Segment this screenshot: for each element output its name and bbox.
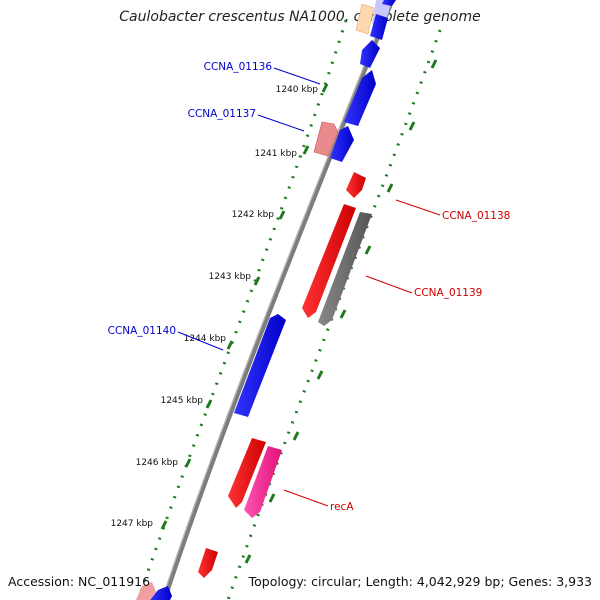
gene-faded-red bbox=[313, 121, 339, 157]
tick-1241 bbox=[302, 145, 310, 155]
genome-title: Caulobacter crescentus NA1000, complete … bbox=[119, 9, 481, 25]
genome-backbone bbox=[161, 0, 395, 600]
genome-backbone-highlight bbox=[161, 0, 391, 600]
gene-ccna-01139 bbox=[302, 204, 356, 318]
gene-recA bbox=[244, 446, 282, 518]
gene-blue-top bbox=[370, 14, 388, 40]
tick-1242 bbox=[278, 210, 286, 220]
tick-1245 bbox=[205, 399, 213, 409]
tick-label: 1240 kbp bbox=[276, 85, 319, 95]
gene-red-bottom bbox=[198, 548, 218, 578]
tick-label: 1242 kbp bbox=[232, 210, 275, 220]
gene-label-ccna-01140: CCNA_01140 bbox=[108, 325, 176, 337]
tick-labels: 1240 kbp 1241 kbp 1242 kbp 1243 kbp 1244… bbox=[111, 85, 319, 529]
accession-label: Accession: NC_011916 bbox=[8, 574, 151, 589]
gene-label-ccna-01136: CCNA_01136 bbox=[204, 61, 273, 73]
tick-label: 1244 kbp bbox=[184, 334, 227, 344]
gene-label-ccna-01138: CCNA_01138 bbox=[442, 210, 510, 222]
gene-label-ccna-01139: CCNA_01139 bbox=[414, 287, 482, 299]
gene-labels: CCNA_01136 CCNA_01137 CCNA_01140 CCNA_01… bbox=[108, 61, 511, 513]
tick-1243 bbox=[253, 276, 261, 286]
gene-ccna-01138 bbox=[346, 172, 366, 198]
outer-scale-track bbox=[226, 29, 442, 600]
gene-ccna-01137 bbox=[330, 126, 354, 162]
tick-label: 1245 kbp bbox=[161, 396, 204, 406]
inner-major-ticks bbox=[160, 83, 329, 530]
tick-1244 bbox=[226, 340, 234, 350]
tick-label: 1246 kbp bbox=[136, 458, 179, 468]
tick-label: 1243 kbp bbox=[209, 272, 252, 282]
tick-label: 1241 kbp bbox=[255, 149, 298, 159]
tick-1247 bbox=[160, 520, 168, 530]
gene-bottom-blue bbox=[150, 586, 172, 600]
gene-ccna-01139-pseudo bbox=[318, 212, 372, 326]
gene-ccna-01140 bbox=[234, 314, 286, 417]
gene-ccna-01136-a bbox=[360, 40, 380, 68]
tick-1246 bbox=[184, 458, 192, 468]
label-leaders bbox=[177, 67, 441, 507]
gene-label-ccna-01137: CCNA_01137 bbox=[188, 108, 256, 120]
tick-label: 1247 kbp bbox=[111, 519, 154, 529]
gene-red-recA-left bbox=[228, 438, 266, 508]
gene-faded-orange bbox=[355, 3, 375, 35]
gene-faded-red-bottom bbox=[136, 582, 156, 600]
gene-ccna-01136 bbox=[344, 70, 376, 126]
gene-blue-top2 bbox=[382, 0, 396, 6]
tick-1240 bbox=[321, 83, 329, 93]
gene-label-reca: recA bbox=[330, 501, 354, 513]
outer-major-ticks bbox=[244, 59, 438, 564]
genome-info-label: Topology: circular; Length: 4,042,929 bp… bbox=[248, 574, 592, 589]
